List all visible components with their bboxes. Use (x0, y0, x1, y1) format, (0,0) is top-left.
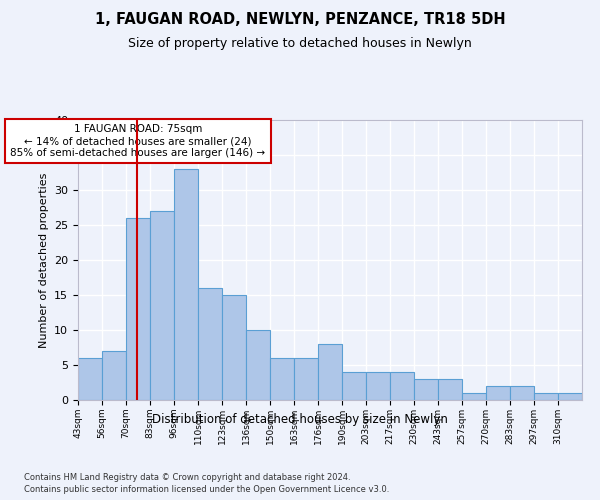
Text: Size of property relative to detached houses in Newlyn: Size of property relative to detached ho… (128, 38, 472, 51)
Bar (222, 295, 246, 400)
Bar (366, 372, 390, 400)
Bar (342, 372, 366, 400)
Bar (102, 351, 126, 400)
Bar (486, 386, 510, 400)
Bar (462, 393, 486, 400)
Bar (438, 379, 462, 400)
Bar (318, 344, 342, 400)
Text: 1 FAUGAN ROAD: 75sqm
← 14% of detached houses are smaller (24)
85% of semi-detac: 1 FAUGAN ROAD: 75sqm ← 14% of detached h… (10, 124, 266, 158)
Bar (294, 358, 318, 400)
Text: Contains public sector information licensed under the Open Government Licence v3: Contains public sector information licen… (24, 485, 389, 494)
Bar (270, 358, 294, 400)
Bar (174, 169, 198, 400)
Bar (126, 218, 150, 400)
Bar (534, 393, 558, 400)
Bar (414, 379, 438, 400)
Text: 1, FAUGAN ROAD, NEWLYN, PENZANCE, TR18 5DH: 1, FAUGAN ROAD, NEWLYN, PENZANCE, TR18 5… (95, 12, 505, 28)
Text: Distribution of detached houses by size in Newlyn: Distribution of detached houses by size … (152, 412, 448, 426)
Bar (558, 393, 582, 400)
Text: Contains HM Land Registry data © Crown copyright and database right 2024.: Contains HM Land Registry data © Crown c… (24, 472, 350, 482)
Y-axis label: Number of detached properties: Number of detached properties (38, 172, 49, 348)
Bar (390, 372, 414, 400)
Bar (150, 211, 174, 400)
Bar (246, 330, 270, 400)
Bar (510, 386, 534, 400)
Bar (78, 358, 102, 400)
Bar (198, 288, 222, 400)
